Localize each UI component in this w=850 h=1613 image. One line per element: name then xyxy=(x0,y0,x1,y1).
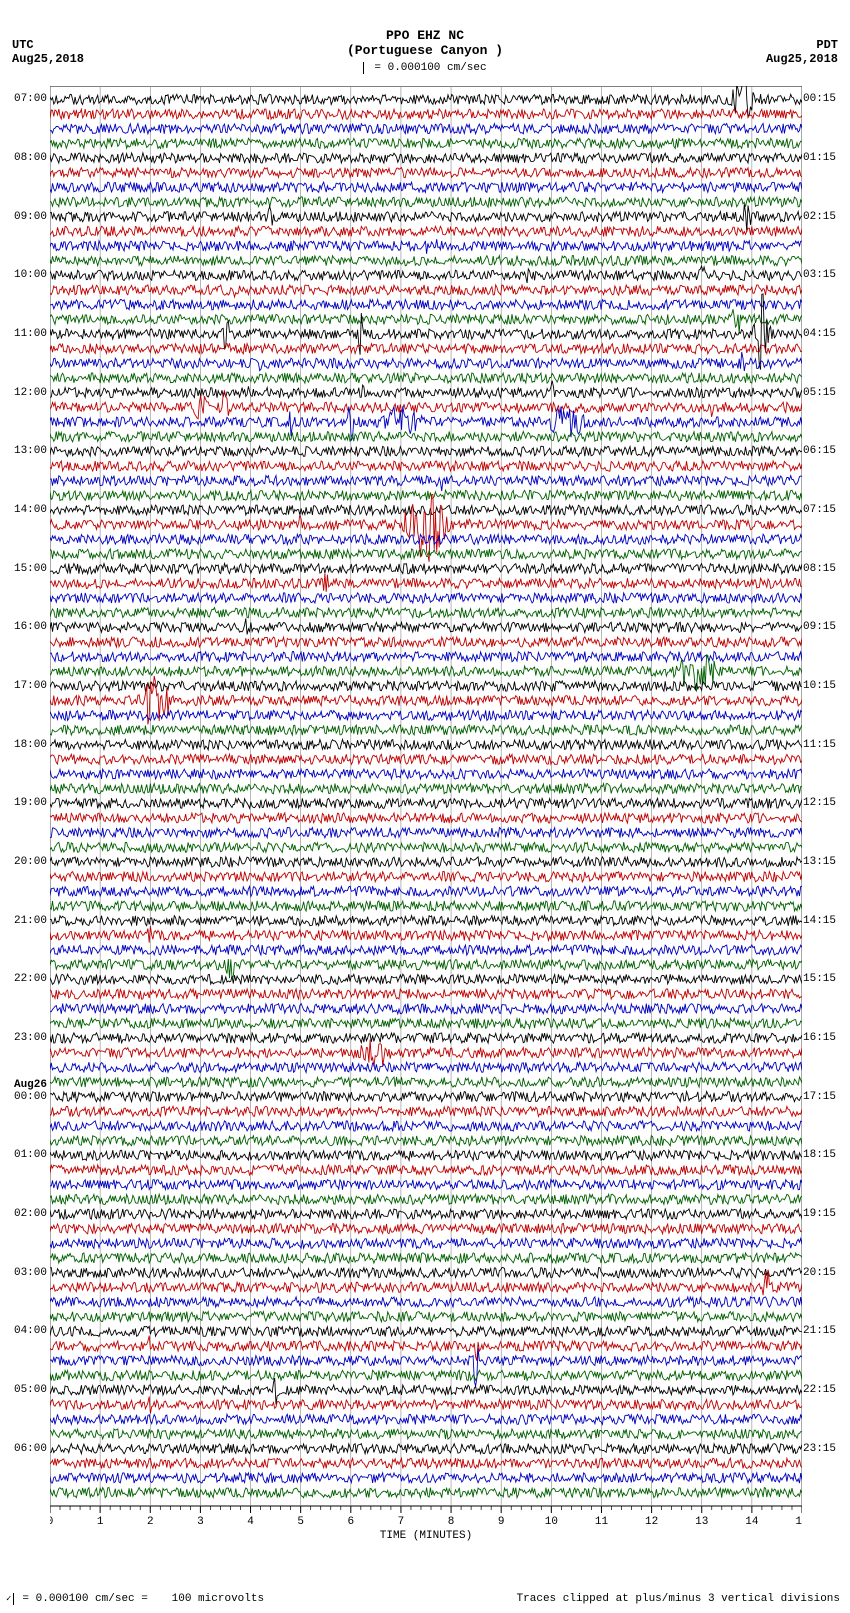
utc-hour-label: 17:00 xyxy=(14,680,47,692)
tz-left-label: UTC xyxy=(12,38,84,52)
svg-text:14: 14 xyxy=(745,1516,759,1528)
utc-hour-label: 04:00 xyxy=(14,1325,47,1337)
utc-hour-label: 22:00 xyxy=(14,973,47,985)
pdt-hour-label: 00:15 xyxy=(803,93,836,105)
seismogram-page: UTC Aug25,2018 PDT Aug25,2018 PPO EHZ NC… xyxy=(0,0,850,1613)
utc-hour-label: 19:00 xyxy=(14,797,47,809)
tz-right-label: PDT xyxy=(766,38,838,52)
utc-hour-label: 09:00 xyxy=(14,211,47,223)
pdt-hour-label: 21:15 xyxy=(803,1325,836,1337)
footer-scale: ✓ = 0.000100 cm/sec = 100 microvolts xyxy=(6,1593,264,1605)
svg-text:9: 9 xyxy=(498,1516,505,1528)
scale-bar-icon xyxy=(13,1593,14,1605)
utc-hour-label: 07:00 xyxy=(14,93,47,105)
pdt-hour-label: 09:15 xyxy=(803,621,836,633)
pdt-hour-label: 08:15 xyxy=(803,563,836,575)
svg-text:13: 13 xyxy=(695,1516,708,1528)
pdt-hour-label: 12:15 xyxy=(803,797,836,809)
utc-hour-label: 21:00 xyxy=(14,915,47,927)
utc-hour-label: 05:00 xyxy=(14,1384,47,1396)
utc-hour-label: 06:00 xyxy=(14,1443,47,1455)
tz-right-date: Aug25,2018 xyxy=(766,52,838,66)
svg-text:6: 6 xyxy=(347,1516,354,1528)
svg-text:12: 12 xyxy=(645,1516,658,1528)
station-name: (Portuguese Canyon ) xyxy=(0,43,850,58)
pdt-hour-label: 22:15 xyxy=(803,1384,836,1396)
pdt-hour-label: 16:15 xyxy=(803,1032,836,1044)
utc-hour-label: 02:00 xyxy=(14,1208,47,1220)
svg-text:7: 7 xyxy=(398,1516,405,1528)
scale-bar-icon xyxy=(363,62,364,74)
header-scale-text: = 0.000100 cm/sec xyxy=(374,62,486,74)
pdt-hour-label: 02:15 xyxy=(803,211,836,223)
svg-text:1: 1 xyxy=(97,1516,104,1528)
pdt-hour-label: 23:15 xyxy=(803,1443,836,1455)
utc-hour-label: 00:00 xyxy=(14,1091,47,1103)
pdt-hour-label: 19:15 xyxy=(803,1208,836,1220)
utc-hour-label: 03:00 xyxy=(14,1267,47,1279)
pdt-hour-label: 03:15 xyxy=(803,269,836,281)
pdt-hour-label: 11:15 xyxy=(803,739,836,751)
utc-hour-label: 16:00 xyxy=(14,621,47,633)
seismogram-svg: 0123456789101112131415TIME (MINUTES) xyxy=(50,86,802,1546)
svg-text:5: 5 xyxy=(297,1516,304,1528)
utc-hour-label: 12:00 xyxy=(14,387,47,399)
station-code: PPO EHZ NC xyxy=(0,28,850,43)
utc-axis-labels: 07:00 08:00 09:00 10:00 11:00 12:00 13:00 14:00… xyxy=(0,86,50,1546)
seismogram-plot: 0123456789101112131415TIME (MINUTES) xyxy=(50,86,802,1546)
footer-clip-note: Traces clipped at plus/minus 3 vertical … xyxy=(517,1593,840,1605)
utc-hour-label: 08:00 xyxy=(14,152,47,164)
tz-right-block: PDT Aug25,2018 xyxy=(766,38,838,66)
svg-text:3: 3 xyxy=(197,1516,204,1528)
utc-hour-label: 01:00 xyxy=(14,1149,47,1161)
pdt-hour-label: 06:15 xyxy=(803,445,836,457)
utc-hour-label: 15:00 xyxy=(14,563,47,575)
utc-hour-label: 13:00 xyxy=(14,445,47,457)
svg-text:11: 11 xyxy=(595,1516,609,1528)
pdt-hour-label: 20:15 xyxy=(803,1267,836,1279)
pdt-hour-label: 04:15 xyxy=(803,328,836,340)
header-scale: = 0.000100 cm/sec xyxy=(0,62,850,74)
pdt-hour-label: 15:15 xyxy=(803,973,836,985)
utc-date-break: Aug26 xyxy=(14,1079,47,1091)
pdt-hour-label: 17:15 xyxy=(803,1091,836,1103)
tz-left-block: UTC Aug25,2018 xyxy=(12,38,84,66)
svg-text:2: 2 xyxy=(147,1516,154,1528)
pdt-axis-labels: 00:15 01:15 02:15 03:15 04:15 05:15 06:15 07:15… xyxy=(800,86,850,1546)
chart-header: PPO EHZ NC (Portuguese Canyon ) = 0.0001… xyxy=(0,0,850,74)
svg-text:15: 15 xyxy=(795,1516,802,1528)
footer-scale-prefix: = 0.000100 cm/sec = xyxy=(22,1593,147,1605)
pdt-hour-label: 05:15 xyxy=(803,387,836,399)
pdt-hour-label: 18:15 xyxy=(803,1149,836,1161)
utc-hour-label: 23:00 xyxy=(14,1032,47,1044)
utc-hour-label: 10:00 xyxy=(14,269,47,281)
pdt-hour-label: 10:15 xyxy=(803,680,836,692)
pdt-hour-label: 14:15 xyxy=(803,915,836,927)
utc-hour-label: 11:00 xyxy=(14,328,47,340)
utc-hour-label: 14:00 xyxy=(14,504,47,516)
pdt-hour-label: 01:15 xyxy=(803,152,836,164)
pdt-hour-label: 07:15 xyxy=(803,504,836,516)
utc-hour-label: 20:00 xyxy=(14,856,47,868)
footer-scale-value: 100 microvolts xyxy=(172,1593,264,1605)
tz-left-date: Aug25,2018 xyxy=(12,52,84,66)
svg-text:8: 8 xyxy=(448,1516,455,1528)
svg-text:TIME (MINUTES): TIME (MINUTES) xyxy=(380,1530,472,1542)
svg-text:0: 0 xyxy=(50,1516,53,1528)
pdt-hour-label: 13:15 xyxy=(803,856,836,868)
svg-text:4: 4 xyxy=(247,1516,254,1528)
svg-text:10: 10 xyxy=(545,1516,558,1528)
utc-hour-label: 18:00 xyxy=(14,739,47,751)
